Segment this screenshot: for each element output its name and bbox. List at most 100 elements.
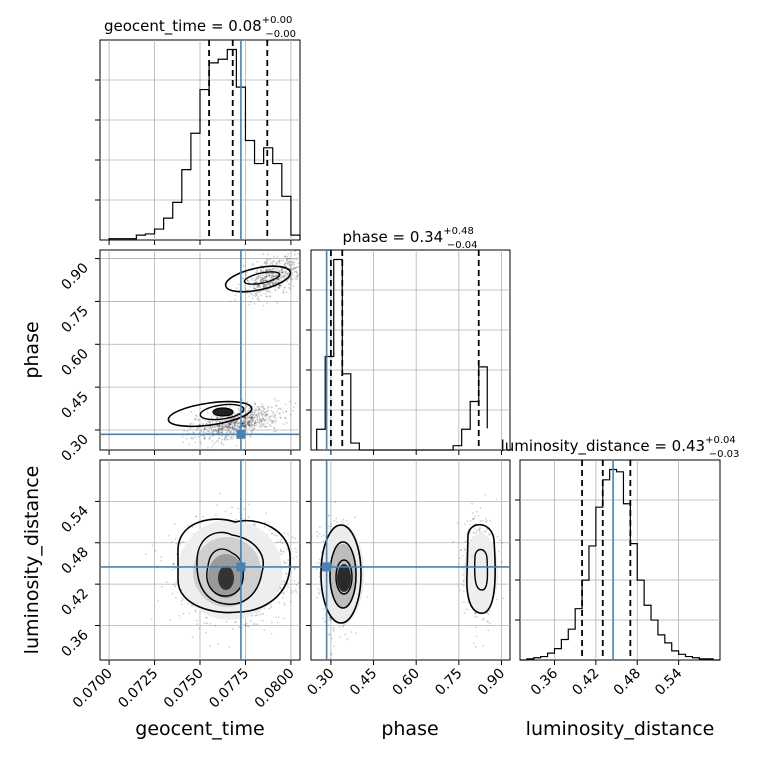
sample-point [257, 284, 260, 286]
sample-point [217, 430, 220, 433]
sample-point [327, 515, 330, 517]
sample-point [279, 548, 282, 551]
sample-point [247, 416, 249, 419]
sample-point [199, 441, 202, 443]
sample-point [245, 420, 248, 423]
sample-point [229, 423, 232, 426]
sample-point [295, 266, 298, 269]
sample-point [196, 426, 199, 429]
sample-point [220, 426, 223, 429]
sample-point [481, 519, 484, 522]
sample-point [204, 436, 207, 438]
sample-point [290, 266, 292, 268]
sample-point [254, 403, 256, 406]
sample-point [292, 268, 295, 270]
sample-point [283, 274, 286, 277]
sample-point [476, 529, 478, 532]
sample-point [274, 267, 277, 270]
sample-point [198, 431, 201, 434]
sample-point [251, 277, 254, 280]
sample-point [258, 286, 261, 288]
sample-point [265, 275, 268, 278]
sample-point [214, 441, 217, 444]
sample-point [260, 419, 262, 421]
sample-point [231, 414, 234, 417]
sample-point [206, 622, 209, 625]
ytick-label: 0.54 [58, 503, 91, 536]
sample-point [254, 420, 257, 422]
sample-point [479, 527, 482, 529]
sample-point [219, 429, 222, 432]
sample-point [267, 406, 270, 409]
sample-point [463, 612, 466, 615]
sample-point [209, 431, 212, 434]
sample-point [228, 425, 230, 428]
sample-point [262, 286, 265, 288]
sample-point [221, 423, 224, 426]
sample-point [265, 275, 268, 278]
sample-point [228, 423, 231, 426]
sample-point [270, 272, 273, 275]
sample-point [255, 422, 258, 424]
sample-point [207, 420, 210, 423]
sample-point [290, 589, 293, 592]
sample-point [217, 437, 220, 440]
sample-point [190, 436, 193, 439]
sample-point [247, 516, 250, 519]
sample-point [215, 440, 218, 442]
hist-phase-panel [310, 249, 511, 451]
sample-point [293, 579, 296, 582]
sample-point [157, 600, 160, 602]
sample-point [150, 618, 153, 621]
sample-point [248, 419, 251, 422]
sample-point [257, 414, 259, 417]
sample-point [188, 612, 191, 615]
sample-point [281, 268, 283, 271]
sample-point [257, 296, 260, 298]
sample-point [202, 515, 205, 518]
sample-point [216, 419, 219, 422]
sample-point [236, 426, 238, 428]
sample-point [237, 421, 240, 424]
sample-point [283, 263, 286, 266]
sample-point [185, 437, 188, 440]
sample-point [282, 276, 284, 278]
sample-point [296, 271, 298, 274]
sample-point [245, 272, 248, 274]
sample-point [246, 625, 249, 627]
sample-point [257, 405, 259, 408]
sample-point [258, 613, 261, 616]
ytick-label: 0.75 [58, 303, 91, 336]
sample-point [198, 627, 201, 630]
xtick-label: 0.36 [528, 665, 561, 698]
sample-point [244, 425, 247, 428]
sample-point [188, 443, 191, 446]
sample-point [280, 268, 283, 271]
sample-point [249, 424, 252, 427]
sample-point [278, 261, 280, 263]
sample-point [224, 436, 227, 438]
sample-point [260, 403, 263, 406]
xtick-label: 0.90 [475, 666, 508, 699]
sample-point [203, 428, 206, 431]
sample-point [484, 493, 487, 496]
sample-point [174, 585, 177, 588]
sample-point [285, 258, 288, 260]
sample-point [210, 427, 213, 430]
sample-point [295, 266, 297, 269]
sample-point [261, 423, 264, 426]
sample-point [214, 426, 217, 429]
sample-point [178, 615, 181, 617]
sample-point [244, 418, 246, 420]
sample-point [217, 427, 220, 429]
sample-point [281, 542, 284, 544]
sample-point [289, 283, 292, 286]
sample-point [226, 426, 228, 429]
sample-point [285, 561, 288, 564]
sample-point [255, 275, 258, 278]
sample-point [264, 279, 267, 282]
sample-point [234, 421, 237, 424]
sample-point [271, 283, 274, 285]
sample-point [279, 416, 282, 419]
sample-point [244, 423, 246, 426]
